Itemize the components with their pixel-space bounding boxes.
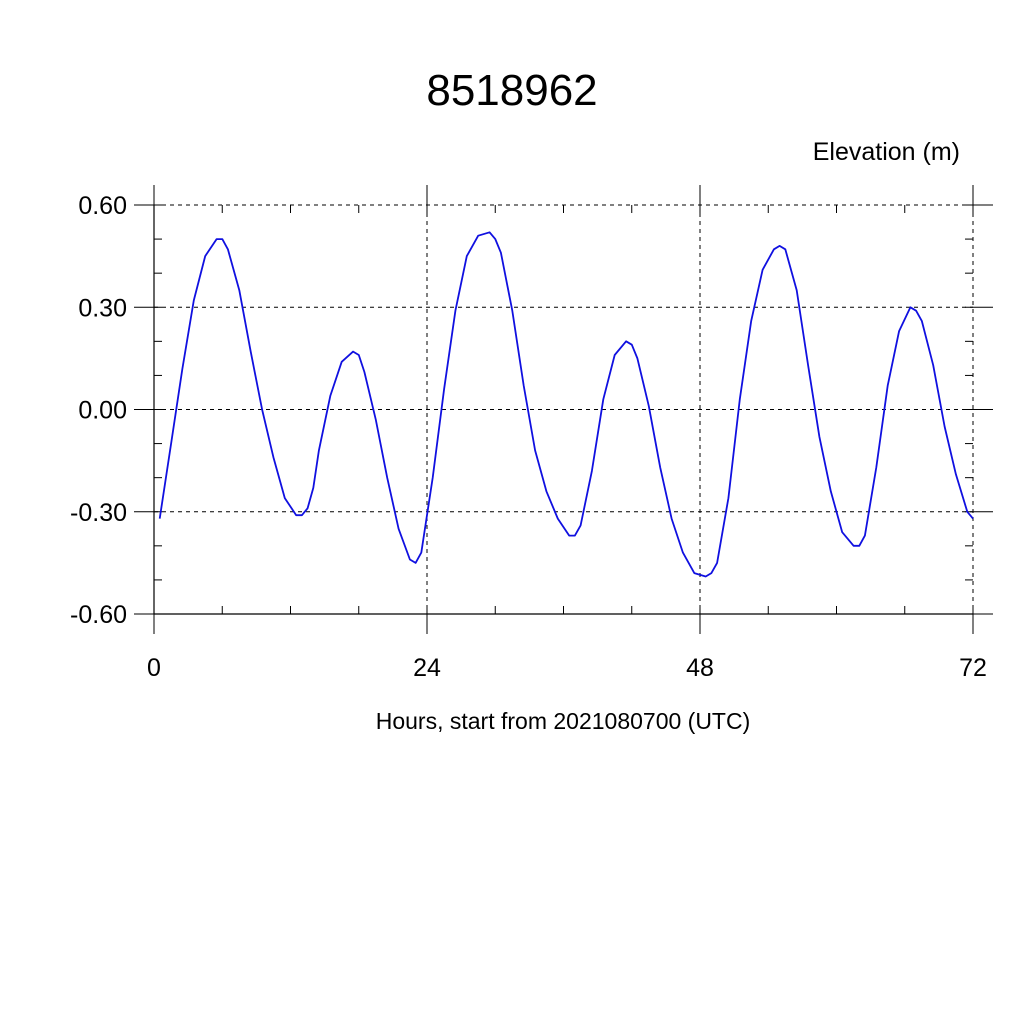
chart-title: 8518962 [426,66,598,115]
x-tick-label: 0 [147,654,161,682]
y-tick-label: 0.30 [78,294,127,322]
x-tick-label: 72 [959,654,987,682]
series-layer [158,231,974,578]
tick-labels: -0.60 -0.30 0.00 0.30 0.60 0 24 48 72 [70,192,987,682]
y-tick-label: 0.00 [78,397,127,425]
series-line [158,231,974,578]
axis-ticks [134,185,993,634]
y-axis-unit-label: Elevation (m) [812,138,960,166]
grid-lines [153,204,974,615]
y-tick-label: 0.60 [78,192,127,220]
x-tick-label: 48 [686,654,714,682]
y-tick-label: -0.30 [70,499,127,527]
x-tick-label: 24 [413,654,441,682]
x-axis-label: Hours, start from 2021080700 (UTC) [375,708,751,734]
y-tick-label: -0.60 [70,601,127,629]
